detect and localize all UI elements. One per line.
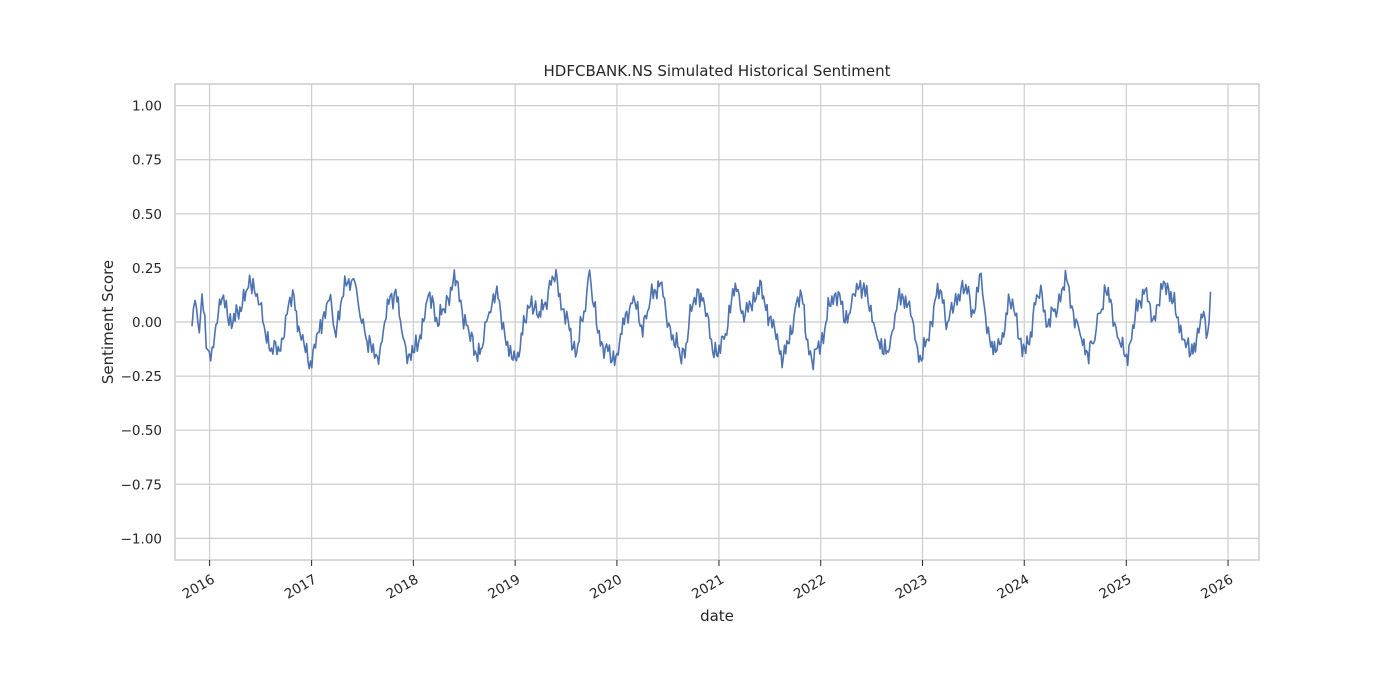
x-tick-label: 2017 bbox=[282, 572, 320, 603]
x-tick-label: 2020 bbox=[587, 572, 625, 603]
series-line bbox=[191, 268, 1212, 371]
y-tick-label: −0.50 bbox=[121, 423, 162, 439]
x-tick-label: 2016 bbox=[180, 572, 218, 603]
y-axis-label: Sentiment Score bbox=[99, 260, 117, 384]
chart-title: HDFCBANK.NS Simulated Historical Sentime… bbox=[544, 62, 891, 80]
y-tick-label: 0.00 bbox=[132, 315, 162, 331]
y-tick-label: 1.00 bbox=[132, 99, 162, 115]
y-tick-label: −0.25 bbox=[121, 369, 162, 385]
x-tick-label: 2026 bbox=[1198, 572, 1236, 603]
y-tick-label: −1.00 bbox=[121, 531, 162, 547]
x-tick-labels: 2016 2017 2018 2019 2020 2021 2022 2023 2024 2025… bbox=[180, 560, 1236, 603]
grid-lines bbox=[175, 84, 1259, 560]
x-tick-label: 2021 bbox=[689, 572, 727, 603]
y-tick-label: 0.75 bbox=[132, 153, 162, 169]
x-tick-label: 2023 bbox=[893, 572, 931, 603]
x-tick-label: 2022 bbox=[791, 572, 829, 603]
x-tick-label: 2018 bbox=[384, 572, 422, 603]
y-tick-label: 0.50 bbox=[132, 207, 162, 223]
series-layer bbox=[191, 268, 1212, 371]
x-axis-label: date bbox=[700, 607, 734, 625]
x-tick-label: 2025 bbox=[1097, 572, 1135, 603]
y-tick-labels: −1.00 −0.75 −0.50 −0.25 0.00 0.25 0.50 0.75 1.00 bbox=[121, 99, 162, 548]
y-tick-label: 0.25 bbox=[132, 261, 162, 277]
x-tick-label: 2019 bbox=[485, 572, 523, 603]
plot-frame bbox=[174, 83, 1260, 561]
x-tick-label: 2024 bbox=[994, 572, 1032, 603]
y-tick-label: −0.75 bbox=[121, 477, 162, 493]
